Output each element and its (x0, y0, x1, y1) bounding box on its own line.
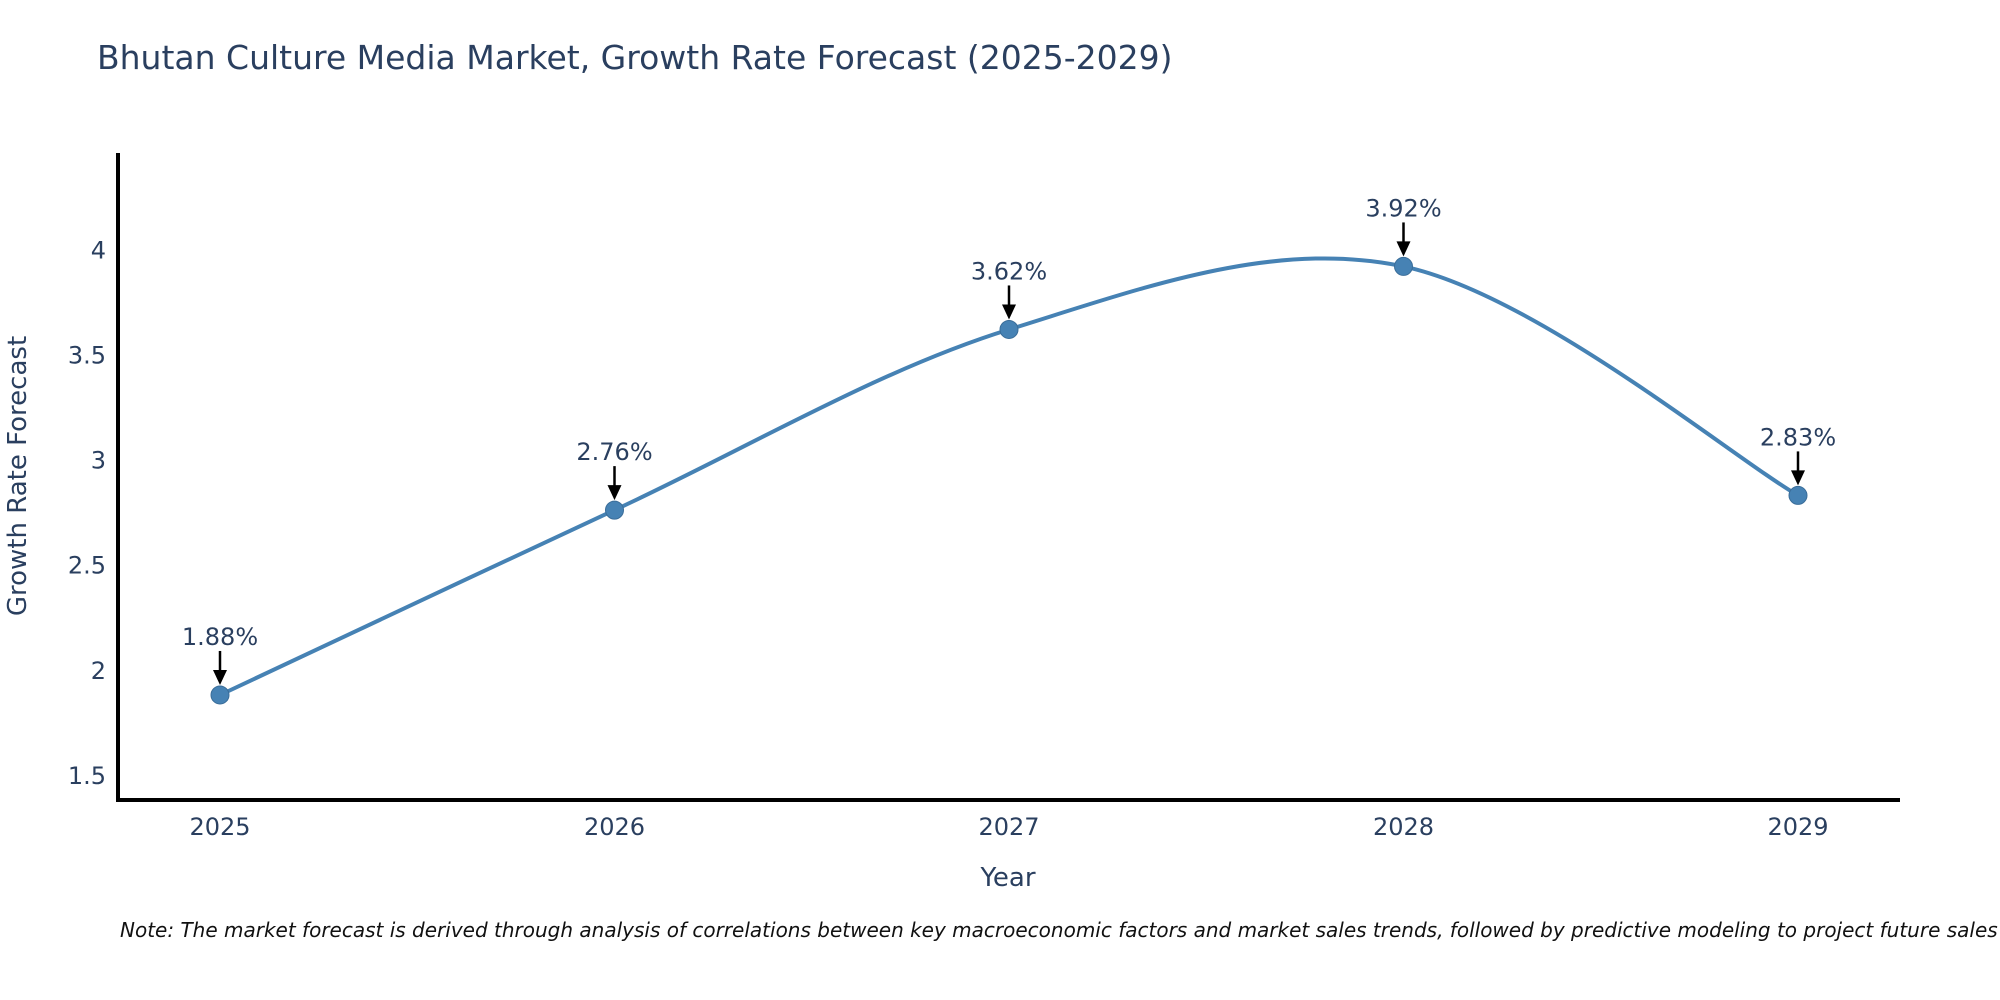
point-value-label: 3.62% (971, 257, 1047, 285)
annotation-arrowhead-icon (213, 669, 227, 685)
chart-title: Bhutan Culture Media Market, Growth Rate… (97, 38, 1173, 77)
annotation-arrowhead-icon (1396, 241, 1411, 257)
point-value-label: 2.83% (1760, 423, 1836, 451)
point-value-label: 2.76% (576, 438, 652, 466)
generated-plot-layer: 1.5 2 2.5 3 3.5 4 2025 2026 2027 2028 2029 1.88% 2.7… (68, 153, 1900, 841)
y-tick-label: 4 (91, 237, 106, 265)
y-tick-label: 2 (91, 657, 106, 685)
data-point-marker (1394, 256, 1413, 276)
data-point-marker (605, 500, 624, 520)
x-tick-label: 2028 (1373, 813, 1434, 841)
annotation-arrowhead-icon (607, 485, 622, 501)
annotation-arrowhead-icon (1791, 470, 1805, 486)
point-value-label: 1.88% (182, 623, 258, 651)
footnote: Note: The market forecast is derived thr… (120, 918, 1998, 942)
annotation-arrowhead-icon (1002, 304, 1016, 320)
point-value-label: 3.92% (1365, 194, 1441, 222)
x-axis-title: Year (979, 863, 1035, 893)
y-tick-label: 2.5 (68, 552, 106, 580)
x-tick-label: 2026 (584, 813, 645, 841)
axis-lines (116, 153, 1900, 802)
x-tick-label: 2025 (189, 813, 250, 841)
y-tick-label: 1.5 (68, 762, 106, 790)
data-point-marker (1788, 485, 1808, 505)
y-tick-label: 3 (91, 447, 106, 475)
data-point-marker (210, 685, 230, 705)
y-axis-title: Growth Rate Forecast (3, 336, 33, 616)
data-point-marker (999, 319, 1019, 339)
x-tick-label: 2027 (978, 813, 1039, 841)
x-tick-label: 2029 (1767, 813, 1828, 841)
y-tick-label: 3.5 (68, 342, 106, 370)
